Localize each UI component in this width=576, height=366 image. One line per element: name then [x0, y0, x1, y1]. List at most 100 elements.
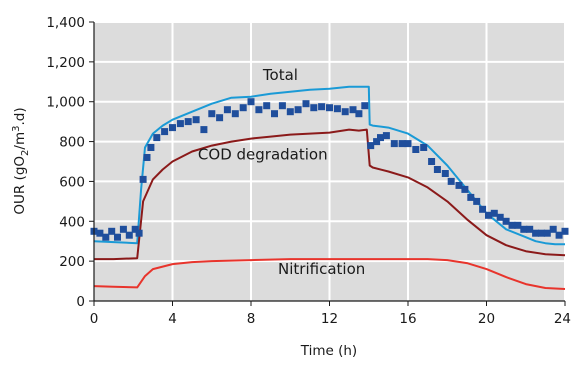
measured-point — [538, 229, 545, 237]
measured-point — [231, 110, 239, 118]
measured-point — [455, 181, 463, 189]
x-tick-label: 0 — [90, 311, 99, 327]
measured-point — [247, 98, 255, 106]
series-lines — [93, 85, 566, 290]
measured-point — [433, 166, 441, 173]
measured-point — [467, 193, 475, 201]
measured-point — [263, 102, 271, 110]
measured-point — [114, 233, 121, 241]
measured-point — [447, 177, 455, 185]
measured-point — [398, 140, 406, 148]
measured-point — [216, 114, 224, 122]
measured-point — [404, 140, 412, 148]
measured-point — [496, 213, 504, 221]
measured-point — [341, 108, 349, 116]
measured-point — [135, 229, 143, 237]
measured-point — [412, 146, 420, 153]
grid-lines — [94, 21, 566, 301]
measured-point — [192, 116, 200, 124]
x-tick-label: 8 — [247, 311, 256, 327]
measured-point — [169, 124, 176, 132]
measured-point — [520, 225, 528, 233]
y-tick-label: 200 — [59, 254, 85, 270]
x-tick-label: 20 — [478, 311, 495, 327]
measured-point — [561, 227, 569, 235]
measured-point — [102, 233, 110, 241]
measured-point — [302, 100, 310, 108]
measured-point — [441, 170, 449, 177]
measured-point — [420, 144, 428, 151]
measured-point — [318, 103, 326, 111]
measured-point — [361, 102, 369, 110]
series-annotation: Total — [262, 66, 298, 84]
x-tick-label: 4 — [168, 311, 177, 327]
measured-point — [367, 142, 375, 150]
measured-point — [125, 231, 133, 239]
measured-point — [479, 205, 487, 213]
measured-point — [549, 225, 557, 233]
measured-point — [428, 158, 436, 165]
measured-point — [490, 209, 498, 217]
measured-point — [326, 104, 333, 112]
x-tick-label: 12 — [321, 311, 338, 327]
measured-point — [131, 225, 139, 233]
y-tick-label: 400 — [59, 214, 85, 230]
series-annotations: Total COD degradation Nitrification — [198, 66, 365, 278]
y-axis-label: OUR (gO2/m3.d) — [11, 107, 31, 214]
measured-points — [90, 98, 569, 241]
series-line-nitrification — [93, 258, 566, 290]
measured-point — [473, 197, 481, 205]
measured-point — [184, 118, 192, 126]
measured-point — [543, 229, 551, 237]
measured-point — [532, 229, 540, 237]
x-tick-label: 24 — [554, 311, 571, 327]
measured-point — [143, 154, 151, 161]
measured-point — [176, 120, 184, 128]
measured-point — [294, 106, 302, 114]
measured-point — [255, 106, 263, 114]
measured-point — [485, 211, 492, 219]
measured-point — [119, 225, 127, 233]
measured-point — [502, 217, 510, 225]
measured-point — [208, 110, 216, 118]
measured-point — [377, 134, 384, 142]
y-tick-label: 1,200 — [46, 55, 85, 71]
measured-point — [390, 140, 398, 148]
measured-point — [333, 105, 341, 113]
measured-point — [108, 227, 116, 235]
x-tick-label: 16 — [399, 311, 416, 327]
measured-point — [382, 132, 390, 140]
measured-point — [310, 104, 318, 112]
measured-point — [147, 144, 155, 151]
measured-point — [153, 134, 161, 142]
measured-point — [239, 104, 247, 112]
series-line-total — [93, 85, 565, 246]
measured-point — [286, 108, 294, 116]
measured-point — [161, 128, 169, 136]
measured-point — [271, 110, 278, 118]
y-tick-labels: 0 200 400 600 800 1,000 1,200 1,400 — [46, 15, 94, 310]
measured-point — [349, 106, 357, 114]
measured-point — [514, 221, 522, 229]
measured-point — [139, 175, 147, 183]
y-tick-label: 1,400 — [46, 15, 85, 31]
measured-point — [526, 225, 534, 233]
measured-point — [200, 126, 208, 134]
series-line-cod — [94, 128, 566, 261]
measured-point — [461, 185, 469, 193]
measured-point — [355, 110, 363, 118]
y-tick-label: 0 — [76, 294, 85, 310]
series-annotation: Nitrification — [278, 260, 365, 278]
x-tick-labels: 0 4 8 12 16 20 24 — [90, 301, 571, 327]
measured-point — [96, 229, 104, 237]
y-tick-label: 800 — [59, 135, 85, 151]
measured-point — [555, 231, 563, 239]
x-axis-label: Time (h) — [300, 343, 357, 359]
y-tick-label: 600 — [59, 174, 85, 190]
measured-point — [223, 106, 231, 114]
measured-point — [278, 102, 286, 110]
measured-point — [508, 221, 516, 229]
y-tick-label: 1,000 — [46, 95, 85, 111]
series-annotation: COD degradation — [198, 146, 328, 164]
